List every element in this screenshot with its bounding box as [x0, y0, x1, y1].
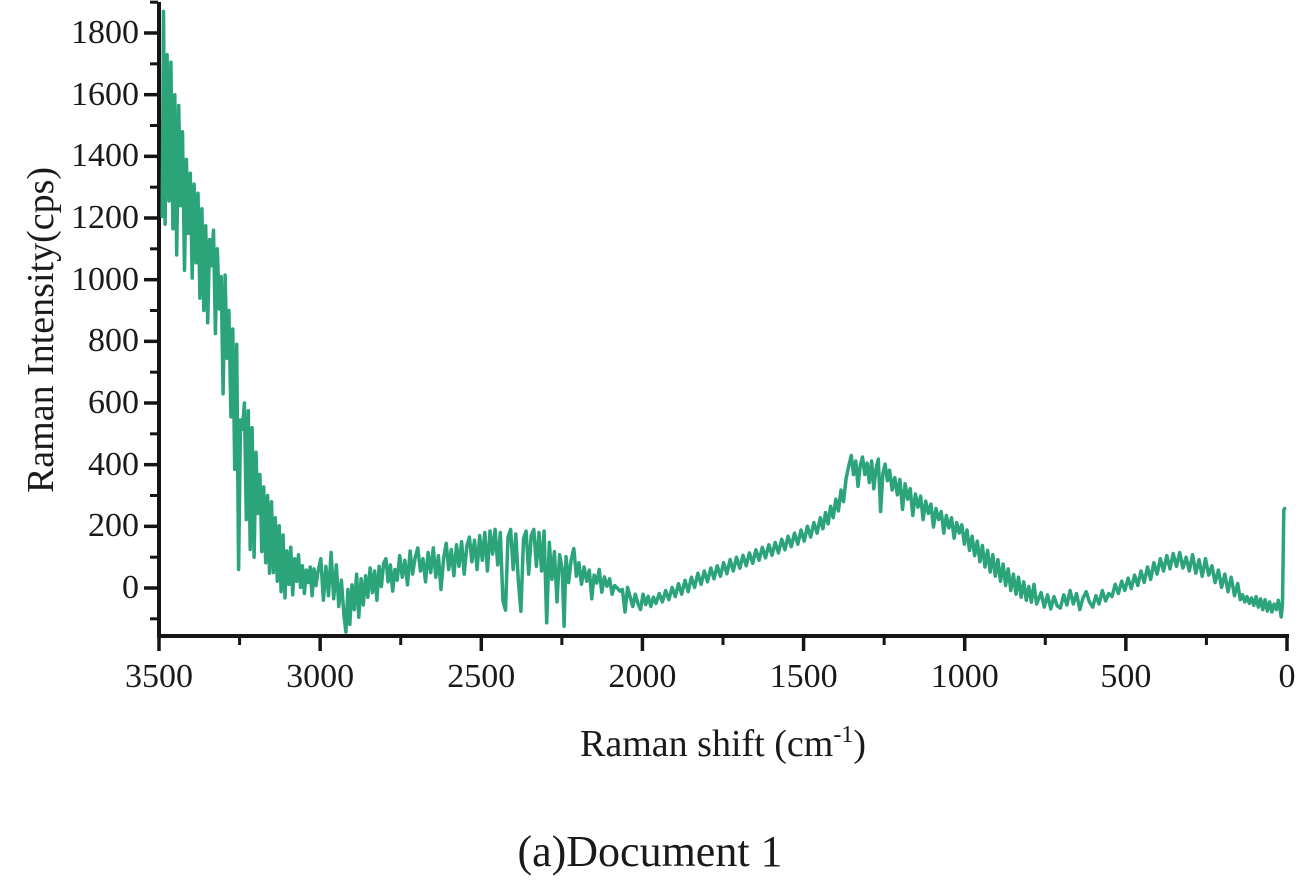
x-tick-label: 2000	[608, 658, 677, 695]
x-tick-label: 3500	[125, 658, 193, 695]
y-tick-label: 200	[88, 507, 139, 545]
y-tick-label: 800	[88, 322, 139, 360]
x-tick-label: 1500	[769, 658, 838, 695]
y-axis-title: Raman Intensity(cps)	[20, 166, 62, 494]
y-tick-label: 1200	[71, 199, 139, 236]
x-tick-label: 500	[1100, 658, 1152, 695]
x-tick-label: 2500	[447, 658, 516, 695]
y-tick-label: 400	[88, 445, 139, 483]
y-tick-label: 1600	[71, 75, 139, 113]
x-axis-title-text: Raman shift (cm	[580, 723, 834, 765]
x-tick-label: 1000	[930, 658, 999, 695]
spectrum-trace	[160, 9, 1287, 634]
x-tick-label: 3000	[286, 658, 355, 695]
y-tick-label: 600	[88, 384, 139, 421]
x-axis-title-exponent: -1	[833, 722, 854, 748]
y-tick-label: 1000	[71, 260, 139, 298]
y-tick-label: 1800	[71, 14, 139, 51]
y-tick-label: 1400	[71, 137, 139, 175]
x-tick-label: 0	[1278, 658, 1296, 695]
figure-caption: (a)Document 1	[517, 827, 783, 876]
y-tick-label: 0	[122, 569, 139, 606]
x-axis-title: Raman shift (cm-1)	[423, 722, 1023, 766]
x-axis-title-close: )	[853, 723, 866, 765]
